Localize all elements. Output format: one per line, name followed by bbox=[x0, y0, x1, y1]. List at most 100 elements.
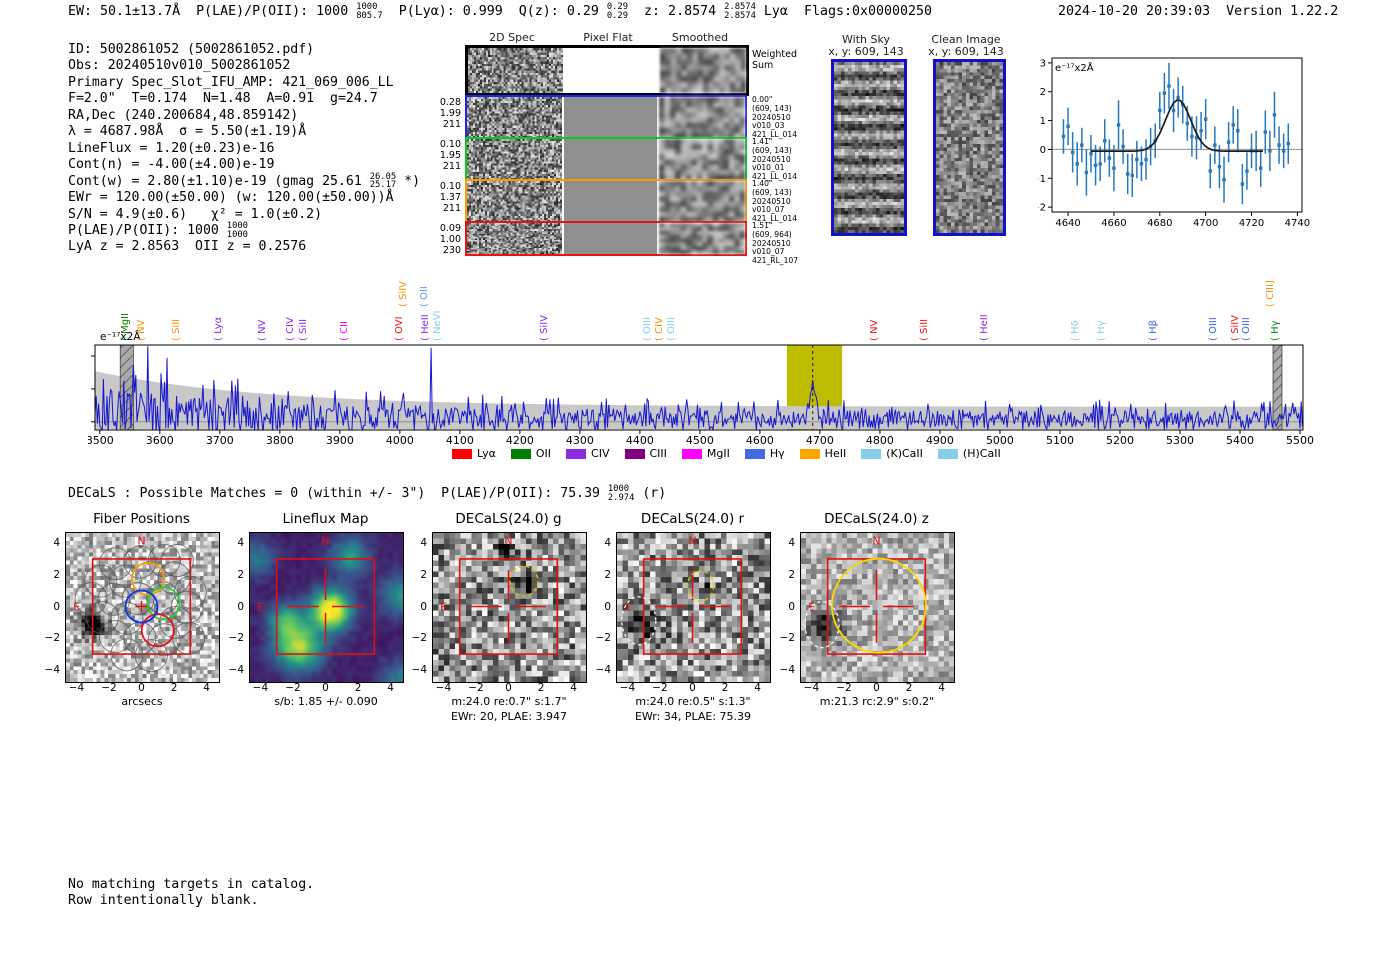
pixel-flat-image bbox=[564, 139, 657, 180]
cutout-xtick: 4 bbox=[203, 682, 210, 694]
header-z: z: 2.8574 bbox=[628, 4, 725, 19]
decals-match-line: DECaLS : Possible Matches = 0 (within +/… bbox=[68, 484, 666, 504]
line-label-ciii: ( CIII] bbox=[1264, 280, 1276, 307]
cutout-xtick: 2 bbox=[721, 682, 729, 694]
svg-text:0: 0 bbox=[1040, 145, 1046, 156]
header-qz-frac: 0.29 0.29 bbox=[606, 2, 629, 21]
spec2d-row-0 bbox=[465, 45, 749, 96]
line-label-hδ: ( Hδ bbox=[1070, 320, 1082, 341]
svg-text:4600: 4600 bbox=[746, 434, 774, 447]
cutout-overlay: NE bbox=[621, 535, 743, 655]
header-plya: P(Lyα): 0.999 bbox=[382, 4, 519, 19]
cutout-ytick: 4 bbox=[420, 537, 427, 550]
cutout-xtick: 4 bbox=[570, 682, 577, 694]
cutout-xtick: −2 bbox=[652, 682, 668, 694]
info-line-4: RA,Dec (240.200684,48.859142) bbox=[68, 107, 299, 123]
info-line-3: F=2.0" T=0.174 N=1.48 A=0.91 g=24.7 bbox=[68, 91, 378, 107]
info-line-5: λ = 4687.98Å σ = 5.50(±1.19)Å bbox=[68, 124, 307, 140]
line-label-nv: ( NV bbox=[256, 319, 268, 341]
line-label-oiii: ( OIII bbox=[641, 317, 653, 341]
legend-item-lyα: Lyα bbox=[452, 447, 496, 460]
cutout-ytick: −4 bbox=[595, 663, 611, 676]
header-datetime-version: 2024-10-20 20:39:03 Version 1.22.2 bbox=[1058, 4, 1338, 19]
info-line-0: ID: 5002861052 (5002861052.pdf) bbox=[68, 42, 315, 57]
svg-text:N: N bbox=[688, 535, 696, 548]
cutout-caption2: EWr: 20, PLAE: 3.947 bbox=[450, 710, 568, 723]
cutout-overlay: NE bbox=[73, 535, 207, 673]
header-version: Version 1.22.2 bbox=[1226, 4, 1339, 19]
header-datetime: 2024-10-20 20:39:03 bbox=[1058, 4, 1227, 19]
spec2d-row-annotation: 0.00" (609, 143) 20240510 v010_03 421_LL… bbox=[752, 95, 798, 140]
line-label-civ: ( CIV bbox=[284, 317, 296, 341]
cutout-ytick: −2 bbox=[595, 632, 611, 645]
svg-text:N: N bbox=[504, 535, 512, 548]
cutout-title: Lineflux Map bbox=[282, 511, 369, 527]
cutout-ytick: 2 bbox=[788, 568, 795, 581]
cutout-xtick: −4 bbox=[252, 682, 269, 694]
line-label-nv: ( NV bbox=[868, 319, 880, 341]
cutout-xtick: 4 bbox=[387, 682, 394, 694]
header-z-frac: 2.8574 2.8574 bbox=[724, 2, 756, 21]
info-line-12: LyA z = 2.8563 OII z = 0.2576 bbox=[68, 239, 307, 255]
decals-frac: 1000 2.974 bbox=[607, 484, 635, 503]
line-label-nevi: ( NeVI bbox=[432, 310, 444, 341]
spec2d-row-annotation: 1.51" (609, 964) 20240510 v010_07 421_RL… bbox=[752, 221, 799, 266]
cutout-ytick: 2 bbox=[604, 568, 611, 581]
spec2d-row-left-labels: 0.10 1.37 211 bbox=[439, 181, 461, 214]
spec2d-panel bbox=[465, 45, 755, 260]
spec2d-col-title: Smoothed bbox=[671, 31, 729, 44]
cutout-ytick: −4 bbox=[779, 663, 795, 676]
cutout-overlay: NE bbox=[257, 535, 376, 655]
legend-item-mgii: MgII bbox=[681, 447, 730, 460]
svg-text:3900: 3900 bbox=[326, 434, 354, 447]
cutout-title: DECaLS(24.0) r bbox=[640, 511, 745, 527]
line-label-oiii: ( OIII bbox=[1207, 317, 1219, 341]
cutout-ytick: −4 bbox=[228, 663, 244, 676]
legend-swatch bbox=[744, 448, 765, 459]
legend-item-oii: OII bbox=[510, 447, 551, 460]
cutout-xtick: 2 bbox=[537, 682, 545, 694]
sky-panel-title: Clean Image bbox=[931, 33, 1001, 46]
legend-label: CIII bbox=[649, 447, 667, 460]
spec2d-row-annotation: 1.41" (609, 143) 20240510 v010_01 421_LL… bbox=[752, 137, 798, 182]
cutout-xtick: −2 bbox=[468, 682, 484, 694]
line-label-oiii: ( OIII bbox=[665, 317, 677, 341]
svg-text:N: N bbox=[872, 535, 880, 548]
svg-text:1: 1 bbox=[1040, 116, 1046, 127]
line-label-siii: ( SiII bbox=[298, 318, 310, 341]
cutout-xtick: 2 bbox=[170, 682, 178, 694]
cutout-ytick: 0 bbox=[788, 600, 795, 613]
spec2d-col-title: Pixel Flat bbox=[583, 31, 633, 44]
cutout-ytick: 0 bbox=[420, 600, 427, 613]
svg-text:4100: 4100 bbox=[446, 434, 474, 447]
svg-text:E: E bbox=[808, 601, 815, 614]
info-line-1: Obs: 20240510v010_5002861052 bbox=[68, 58, 291, 74]
spec2d-row-4 bbox=[465, 221, 747, 256]
pixel-flat-image bbox=[564, 97, 657, 138]
legend-label: Lyα bbox=[477, 447, 496, 460]
with-sky-image bbox=[831, 59, 907, 236]
cutout-ytick: −4 bbox=[411, 663, 427, 676]
svg-text:4660: 4660 bbox=[1101, 218, 1126, 228]
info-line-2: Primary Spec_Slot_IFU_AMP: 421_069_006_L… bbox=[68, 74, 394, 90]
cutout-title: DECaLS(24.0) z bbox=[824, 511, 929, 527]
svg-text:5300: 5300 bbox=[1166, 434, 1194, 447]
cutout-caption: m:24.0 re:0.7" s:1.7" bbox=[451, 695, 567, 708]
legend-swatch bbox=[861, 448, 882, 459]
legend-swatch bbox=[510, 448, 531, 459]
svg-text:N: N bbox=[321, 535, 329, 548]
cutout-xtick: 2 bbox=[905, 682, 913, 694]
legend-item-heii: HeII bbox=[799, 447, 846, 460]
cutout-ytick: 2 bbox=[237, 568, 244, 581]
svg-text:4720: 4720 bbox=[1239, 218, 1264, 228]
line-label-siii: ( SiII bbox=[918, 318, 930, 341]
cutout-xtick: 0 bbox=[505, 682, 512, 694]
svg-text:3700: 3700 bbox=[206, 434, 234, 447]
cutout-xtick: 0 bbox=[138, 682, 145, 694]
decals-text: DECaLS : Possible Matches = 0 (within +/… bbox=[68, 486, 608, 501]
header-plae-frac: 1000 805.7 bbox=[356, 2, 383, 21]
pixel-flat-image bbox=[564, 181, 657, 222]
legend-label: Hγ bbox=[769, 447, 785, 460]
svg-text:E: E bbox=[257, 601, 264, 614]
sky-panel-coords: x, y: 609, 143 bbox=[928, 45, 1004, 58]
